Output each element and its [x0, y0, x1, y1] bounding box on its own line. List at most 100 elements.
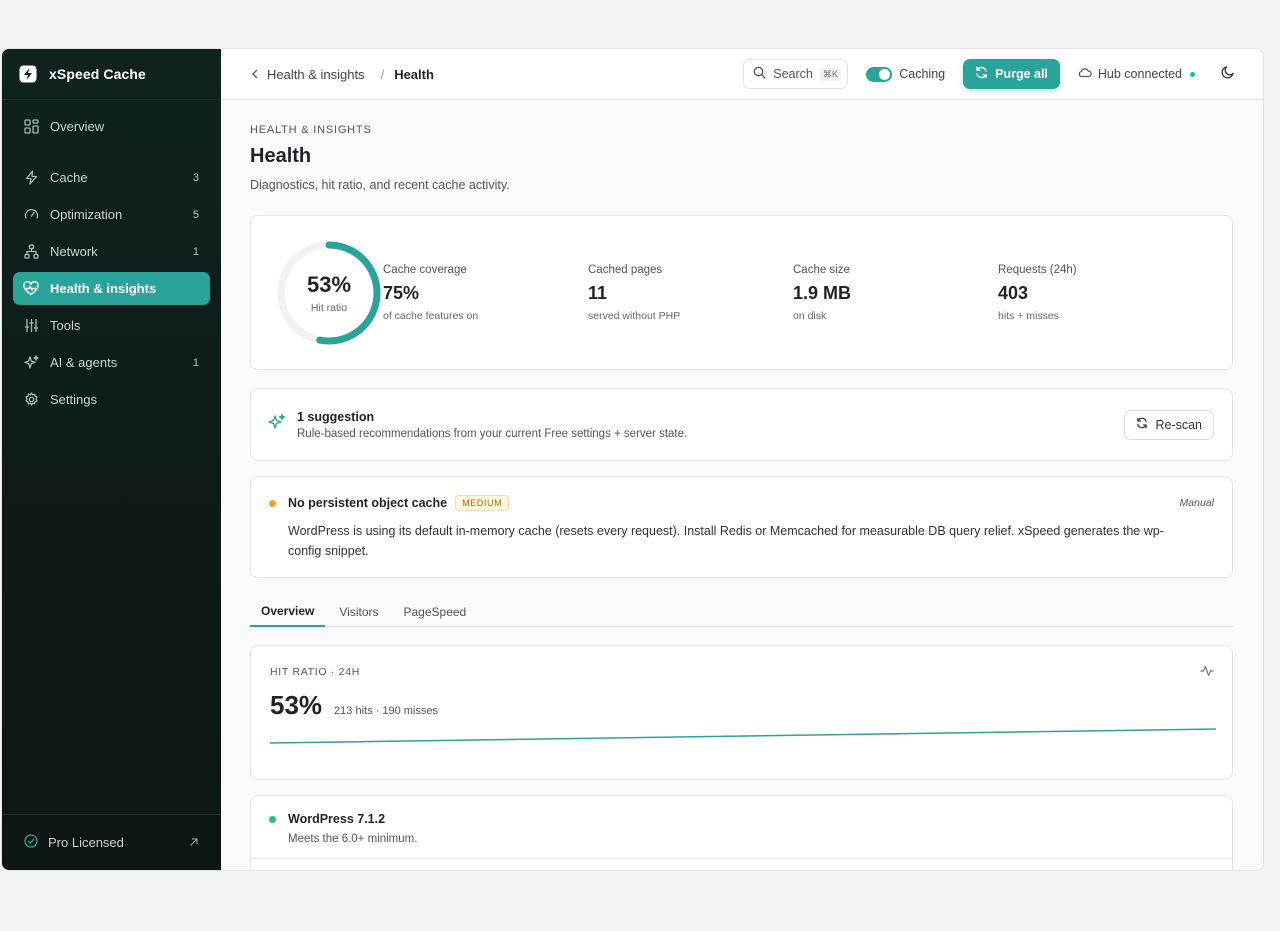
brand[interactable]: xSpeed Cache: [2, 49, 221, 100]
purge-all-button[interactable]: Purge all: [963, 59, 1060, 89]
warning-dot: [269, 499, 276, 507]
tab-bar: Overview Visitors PageSpeed: [250, 596, 1233, 627]
search-icon: [753, 66, 766, 82]
suggestions-card: 1 suggestion Rule-based recommendations …: [250, 388, 1233, 461]
sidebar-item-label: AI & agents: [50, 355, 118, 370]
bolt-icon: [23, 170, 39, 186]
suggestions-subtitle: Rule-based recommendations from your cur…: [297, 427, 688, 440]
stat-sub: of cache features on: [383, 309, 479, 322]
breadcrumb-parent[interactable]: Health & insights: [267, 66, 365, 82]
tab-overview[interactable]: Overview: [250, 596, 326, 627]
sidebar-item-label: Network: [50, 244, 98, 259]
stat-sub: served without PHP: [588, 309, 681, 322]
topbar: Health & insights / Health Search ⌘K Cac…: [221, 49, 1263, 100]
cloud-icon: [1078, 67, 1092, 81]
issue-meta: Manual: [1179, 497, 1214, 509]
search-button[interactable]: Search ⌘K: [743, 59, 849, 89]
sidebar-item-label: Tools: [50, 318, 81, 333]
status-dot: [1190, 71, 1195, 77]
hit-ratio-value: 53%: [270, 690, 323, 720]
stat-value: 11: [588, 282, 608, 303]
refresh-icon: [1136, 417, 1148, 432]
activity-icon[interactable]: [1200, 664, 1214, 682]
sliders-icon: [23, 318, 39, 334]
stat-cache-coverage: Cache coverage 75% of cache features on: [383, 264, 588, 322]
purge-label: Purge all: [995, 67, 1048, 81]
app-window: xSpeed Cache Overview Cache 3: [1, 48, 1264, 871]
sidebar-item-count: 1: [192, 356, 199, 369]
sidebar-item-cache[interactable]: Cache 3: [13, 161, 210, 194]
brand-name: xSpeed Cache: [49, 66, 146, 82]
issue-description: WordPress is using its default in-memory…: [288, 524, 1164, 558]
license-label: Pro Licensed: [48, 835, 124, 850]
sidebar-item-ai-agents[interactable]: AI & agents 1: [13, 346, 210, 379]
external-arrow-icon[interactable]: [189, 835, 199, 850]
hit-ratio-detail: 213 hits · 190 misses: [334, 705, 438, 717]
chevron-left-icon[interactable]: [251, 67, 259, 82]
sidebar-item-label: Health & insights: [50, 281, 157, 296]
stat-label: Cached pages: [588, 263, 663, 276]
caching-label: Caching: [899, 67, 946, 81]
hit-ratio-caption: Hit ratio: [310, 301, 348, 314]
stat-sub: on disk: [793, 309, 827, 322]
hub-status[interactable]: Hub connected: [1078, 67, 1195, 81]
sidebar-item-network[interactable]: Network 1: [13, 235, 210, 268]
suggestions-title: 1 suggestion: [297, 409, 375, 424]
sidebar-item-label: Cache: [50, 170, 88, 185]
stat-label: Cache size: [793, 263, 850, 276]
stat-value: 1.9 MB: [793, 282, 852, 303]
hit-ratio-label: HIT RATIO · 24H: [270, 666, 361, 678]
hit-ratio-percent: 53%: [306, 271, 352, 297]
page-eyebrow: HEALTH & INSIGHTS: [250, 124, 372, 136]
page-content: HEALTH & INSIGHTS Health Diagnostics, hi…: [221, 100, 1263, 870]
divider: [251, 858, 1232, 859]
search-shortcut: ⌘K: [819, 67, 841, 81]
severity-badge: MEDIUM: [455, 495, 510, 511]
breadcrumb-current: Health: [394, 66, 434, 82]
theme-toggle-button[interactable]: [1221, 65, 1235, 84]
sidebar-item-tools[interactable]: Tools: [13, 309, 210, 342]
license-status[interactable]: Pro Licensed: [2, 814, 221, 870]
sidebar-item-label: Settings: [50, 392, 97, 407]
stat-sub: hits + misses: [998, 309, 1059, 322]
tab-pagespeed[interactable]: PageSpeed: [403, 604, 467, 619]
check-sub: Meets the 6.0+ minimum.: [288, 833, 418, 845]
sidebar-item-optimization[interactable]: Optimization 5: [13, 198, 210, 231]
sidebar-item-settings[interactable]: Settings: [13, 383, 210, 416]
check-circle-icon: [24, 834, 38, 851]
rescan-button[interactable]: Re-scan: [1124, 409, 1214, 440]
sidebar-item-count: 1: [192, 245, 199, 258]
sidebar-item-label: Optimization: [50, 207, 123, 222]
check-title: WordPress 7.1.2: [288, 812, 386, 826]
caching-toggle[interactable]: Caching: [866, 66, 946, 82]
sidebar-item-overview[interactable]: Overview: [13, 110, 210, 143]
hit-ratio-donut: 53% Hit ratio: [275, 239, 383, 347]
hit-ratio-card: HIT RATIO · 24H 53% 213 hits · 190 misse…: [250, 645, 1233, 780]
tab-visitors[interactable]: Visitors: [339, 604, 379, 619]
check-card-wordpress: WordPress 7.1.2 Meets the 6.0+ minimum.: [250, 795, 1233, 870]
sidebar-item-health[interactable]: Health & insights: [13, 272, 210, 305]
logo-icon: [19, 65, 37, 83]
breadcrumb-separator: /: [380, 66, 385, 82]
issue-title: No persistent object cache: [288, 496, 448, 510]
summary-card: 53% Hit ratio Cache coverage 75% of cach…: [250, 215, 1233, 370]
stat-label: Cache coverage: [383, 263, 467, 276]
hit-ratio-sparkline: [270, 728, 1216, 744]
toggle-switch[interactable]: [866, 66, 893, 82]
rescan-label: Re-scan: [1155, 417, 1202, 432]
stat-label: Requests (24h): [998, 263, 1077, 276]
stat-cached-pages: Cached pages 11 served without PHP: [588, 264, 793, 322]
gear-icon: [23, 392, 39, 408]
stat-value: 403: [998, 282, 1029, 303]
sidebar-nav: Overview Cache 3 Optimization 5: [2, 110, 221, 416]
stat-value: 75%: [383, 282, 420, 303]
ok-dot: [269, 815, 276, 823]
network-icon: [23, 244, 39, 260]
sidebar: xSpeed Cache Overview Cache 3: [2, 49, 221, 870]
page-title: Health: [250, 145, 312, 167]
sparkles-icon: [268, 413, 286, 436]
sidebar-item-count: 3: [192, 171, 199, 184]
page-subtitle: Diagnostics, hit ratio, and recent cache…: [250, 178, 510, 192]
main-panel: Health & insights / Health Search ⌘K Cac…: [221, 49, 1263, 870]
sparkles-icon: [23, 355, 39, 371]
